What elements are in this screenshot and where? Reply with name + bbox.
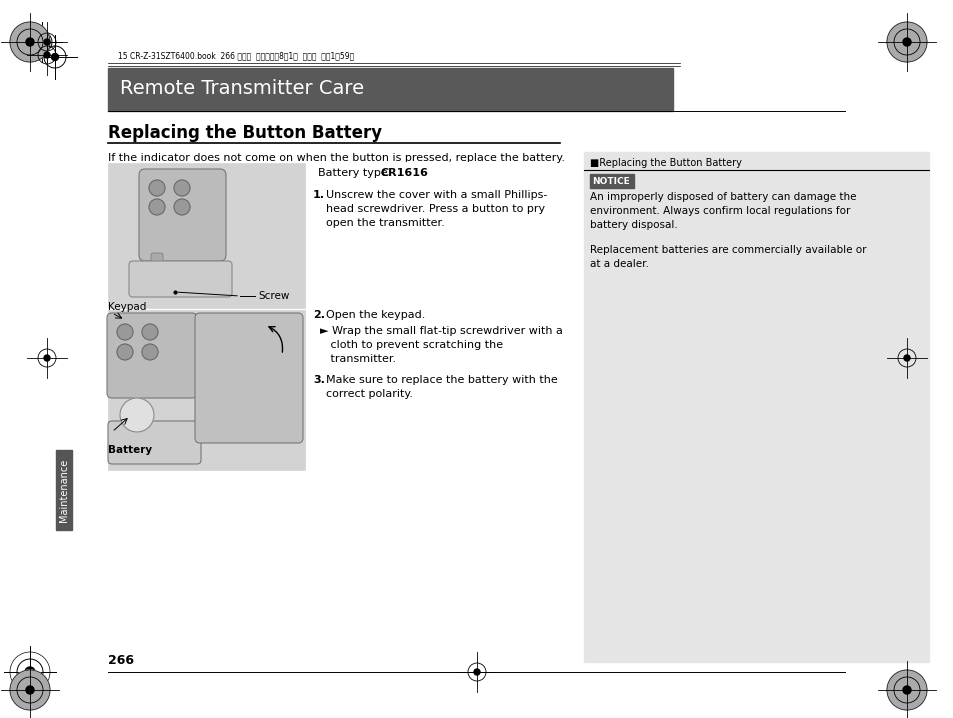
Circle shape bbox=[142, 344, 158, 360]
FancyBboxPatch shape bbox=[139, 169, 226, 261]
Circle shape bbox=[25, 667, 35, 677]
Circle shape bbox=[44, 39, 50, 45]
Bar bbox=[56, 450, 71, 530]
Circle shape bbox=[886, 22, 926, 62]
Circle shape bbox=[117, 344, 132, 360]
FancyBboxPatch shape bbox=[129, 261, 232, 297]
Text: 1.: 1. bbox=[313, 190, 325, 200]
Text: Replacement batteries are commercially available or
at a dealer.: Replacement batteries are commercially a… bbox=[589, 245, 865, 269]
Text: NOTICE: NOTICE bbox=[592, 177, 629, 185]
Circle shape bbox=[149, 199, 165, 215]
Bar bbox=[108, 68, 672, 111]
Circle shape bbox=[903, 355, 909, 361]
Circle shape bbox=[173, 199, 190, 215]
Circle shape bbox=[474, 669, 479, 675]
Bar bbox=[108, 163, 305, 308]
Bar bbox=[583, 152, 928, 662]
Circle shape bbox=[10, 22, 50, 62]
Text: CR1616: CR1616 bbox=[380, 168, 429, 178]
Text: Remote Transmitter Care: Remote Transmitter Care bbox=[120, 80, 364, 98]
Text: Unscrew the cover with a small Phillips-
head screwdriver. Press a button to pry: Unscrew the cover with a small Phillips-… bbox=[326, 190, 547, 228]
Text: ► Wrap the small flat-tip screwdriver with a
   cloth to prevent scratching the
: ► Wrap the small flat-tip screwdriver wi… bbox=[319, 326, 562, 364]
FancyBboxPatch shape bbox=[151, 253, 163, 292]
Circle shape bbox=[902, 686, 910, 694]
Circle shape bbox=[26, 686, 34, 694]
Text: 3.: 3. bbox=[313, 375, 325, 385]
Text: 2.: 2. bbox=[313, 310, 325, 320]
Circle shape bbox=[902, 38, 910, 46]
Circle shape bbox=[44, 355, 50, 361]
Text: Battery type:: Battery type: bbox=[317, 168, 395, 178]
Text: Battery: Battery bbox=[108, 445, 152, 455]
Circle shape bbox=[149, 180, 165, 196]
Text: Open the keypad.: Open the keypad. bbox=[326, 310, 425, 320]
Circle shape bbox=[173, 180, 190, 196]
Text: An improperly disposed of battery can damage the
environment. Always confirm loc: An improperly disposed of battery can da… bbox=[589, 192, 856, 230]
Circle shape bbox=[39, 39, 45, 45]
Bar bbox=[313, 163, 491, 183]
Text: Maintenance: Maintenance bbox=[59, 458, 69, 521]
Bar bbox=[589, 174, 634, 188]
Text: ■Replacing the Button Battery: ■Replacing the Button Battery bbox=[589, 158, 741, 168]
Circle shape bbox=[120, 398, 153, 432]
Text: 15 CR-Z-31SZT6400.book  266 ページ  ２０１４年8月1日  金曜日  午後1時59分: 15 CR-Z-31SZT6400.book 266 ページ ２０１４年8月1日… bbox=[118, 51, 354, 60]
FancyBboxPatch shape bbox=[108, 421, 201, 464]
Circle shape bbox=[51, 54, 58, 60]
Circle shape bbox=[142, 324, 158, 340]
Circle shape bbox=[44, 52, 50, 58]
Text: If the indicator does not come on when the button is pressed, replace the batter: If the indicator does not come on when t… bbox=[108, 153, 564, 163]
Text: Replacing the Button Battery: Replacing the Button Battery bbox=[108, 124, 382, 142]
Text: Keypad: Keypad bbox=[108, 302, 146, 312]
FancyBboxPatch shape bbox=[107, 313, 196, 398]
Bar bbox=[108, 310, 305, 470]
FancyBboxPatch shape bbox=[194, 313, 303, 443]
Circle shape bbox=[117, 324, 132, 340]
Circle shape bbox=[26, 38, 34, 46]
Text: 266: 266 bbox=[108, 653, 133, 666]
Text: Make sure to replace the battery with the
correct polarity.: Make sure to replace the battery with th… bbox=[326, 375, 558, 399]
Text: Screw: Screw bbox=[257, 291, 289, 301]
Circle shape bbox=[886, 670, 926, 710]
Circle shape bbox=[10, 670, 50, 710]
